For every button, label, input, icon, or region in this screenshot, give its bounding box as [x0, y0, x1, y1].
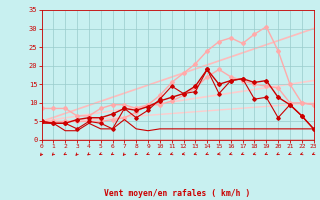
Text: Vent moyen/en rafales ( km/h ): Vent moyen/en rafales ( km/h )	[104, 189, 251, 198]
